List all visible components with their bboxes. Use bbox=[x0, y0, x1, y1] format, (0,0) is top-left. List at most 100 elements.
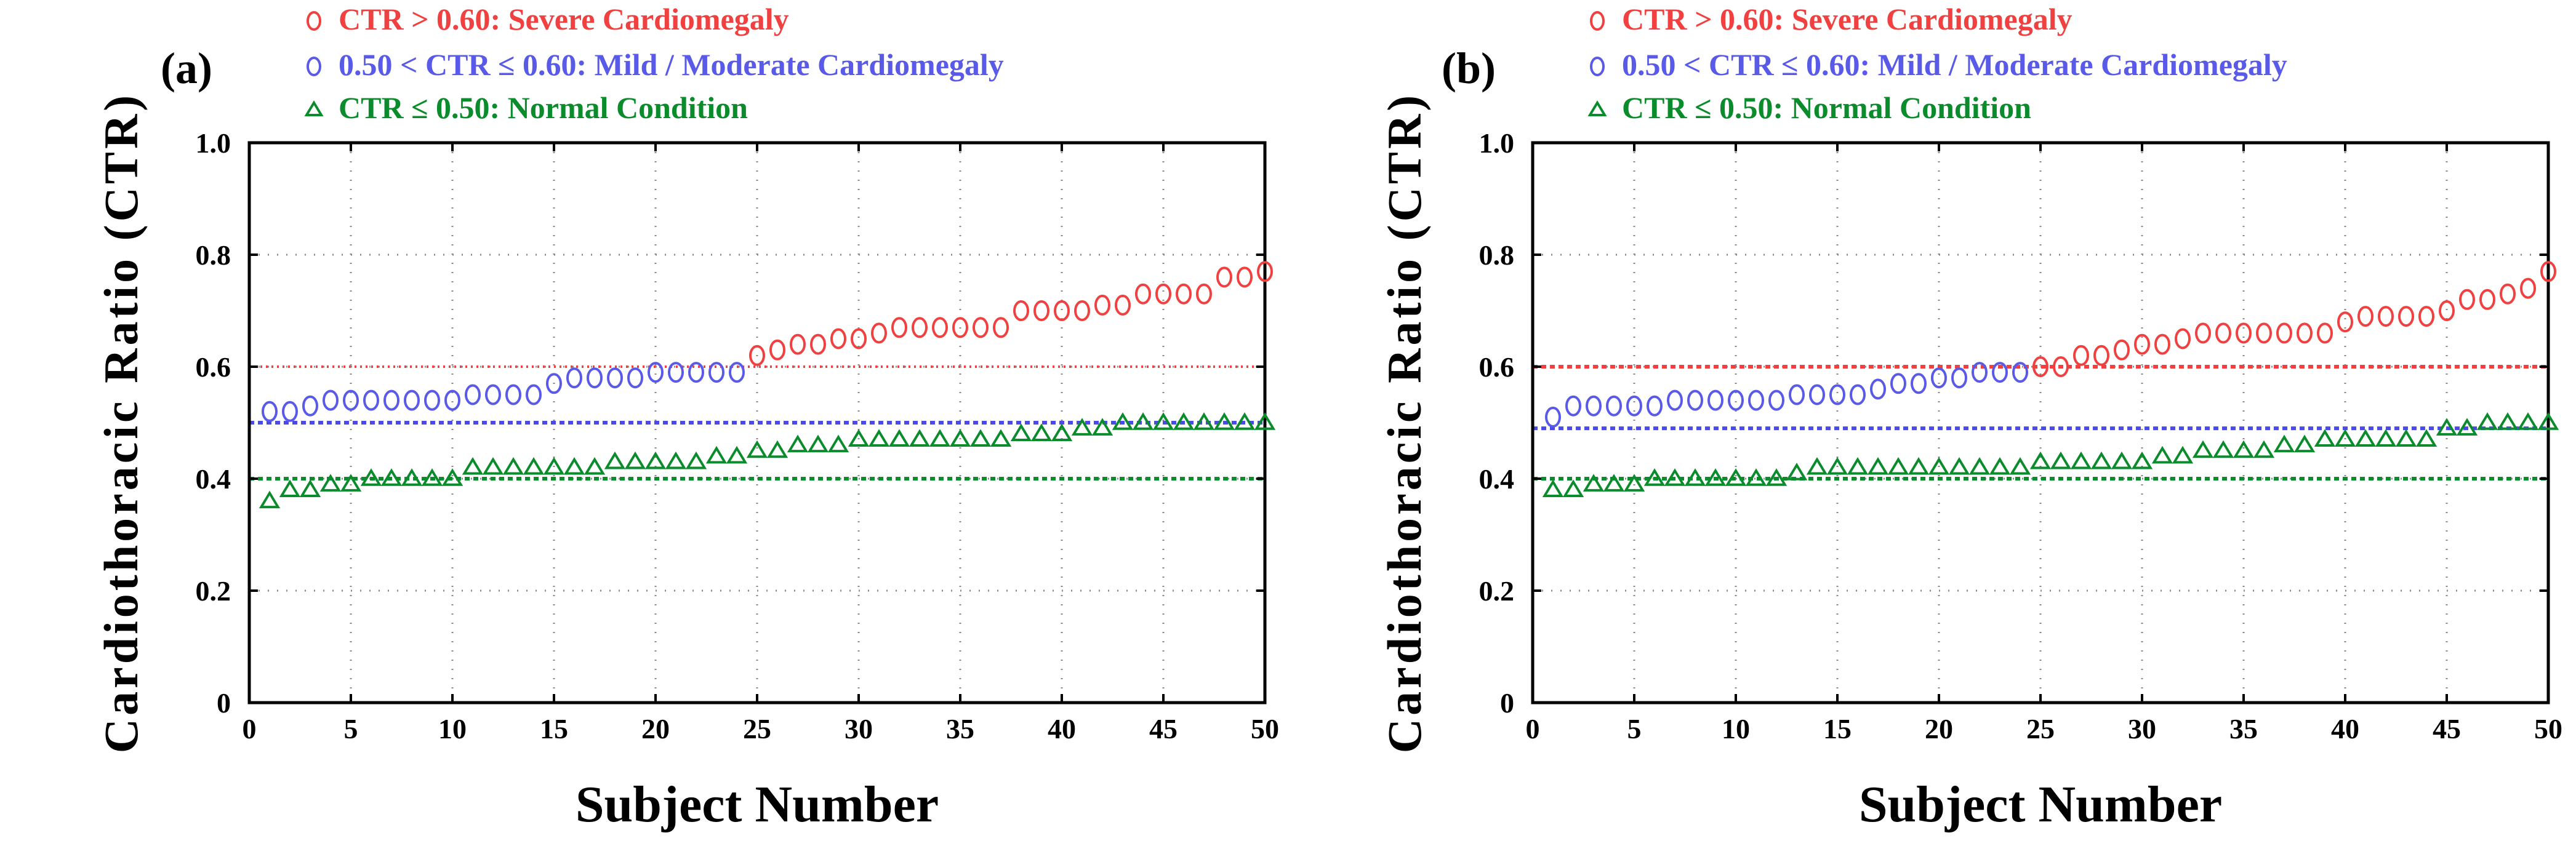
x-tick-label: 15 bbox=[540, 713, 568, 744]
y-axis-title: Cardiothoracic Ratio (CTR) bbox=[1378, 92, 1431, 754]
data-point-triangle bbox=[665, 451, 687, 469]
data-point-triangle bbox=[1826, 457, 1848, 475]
data-point-circle bbox=[444, 389, 460, 411]
data-point-circle bbox=[1789, 384, 1805, 405]
data-point-triangle bbox=[644, 451, 667, 469]
data-point-triangle bbox=[1071, 418, 1093, 436]
data-point-triangle bbox=[1684, 468, 1706, 486]
data-point-circle bbox=[2032, 356, 2048, 377]
data-point-circle bbox=[2134, 333, 2150, 355]
data-point-circle bbox=[1972, 362, 1988, 383]
panel-label: (a) bbox=[161, 44, 212, 93]
data-point-circle bbox=[1054, 300, 1070, 321]
data-point-circle bbox=[1033, 300, 1049, 321]
x-tick-label: 30 bbox=[2128, 713, 2156, 744]
data-point-circle bbox=[2297, 322, 2313, 344]
data-point-triangle bbox=[2395, 429, 2417, 447]
data-point-circle bbox=[343, 389, 359, 411]
data-point-circle bbox=[830, 328, 846, 349]
x-tick-label: 5 bbox=[1627, 713, 1642, 744]
x-tick-label: 50 bbox=[2534, 713, 2562, 744]
legend: CTR > 0.60: Severe Cardiomegaly 0.50 < CT… bbox=[304, 2, 1004, 125]
data-point-triangle bbox=[1254, 412, 1276, 430]
data-point-triangle bbox=[482, 457, 504, 475]
data-point-triangle bbox=[380, 468, 403, 486]
data-point-triangle bbox=[1664, 468, 1686, 486]
data-point-triangle bbox=[807, 434, 829, 453]
series-2 bbox=[1542, 412, 2559, 497]
data-point-triangle bbox=[2233, 440, 2255, 458]
data-point-circle bbox=[1094, 294, 1110, 316]
data-point-circle bbox=[2073, 345, 2089, 366]
data-point-triangle bbox=[1051, 423, 1073, 441]
data-point-triangle bbox=[1030, 423, 1053, 441]
data-point-circle bbox=[526, 384, 542, 405]
data-point-circle bbox=[282, 401, 298, 422]
data-point-circle bbox=[2256, 322, 2272, 344]
data-point-circle bbox=[851, 328, 867, 349]
y-tick-label: 0.6 bbox=[1479, 351, 1515, 383]
data-point-circle bbox=[1809, 384, 1825, 405]
data-point-circle bbox=[648, 362, 664, 383]
data-point-triangle bbox=[1765, 468, 1788, 486]
data-point-circle bbox=[2500, 283, 2516, 305]
data-point-circle bbox=[485, 384, 501, 405]
grid bbox=[1533, 143, 2548, 703]
y-tick-label: 0 bbox=[1500, 687, 1514, 719]
data-point-circle bbox=[1115, 294, 1131, 316]
data-point-triangle bbox=[949, 429, 971, 447]
data-point-circle bbox=[1850, 384, 1866, 405]
data-point-circle bbox=[1565, 395, 1581, 417]
data-point-circle bbox=[546, 373, 562, 394]
data-point-triangle bbox=[2151, 445, 2173, 464]
data-point-triangle bbox=[584, 457, 606, 475]
x-tick-label: 35 bbox=[946, 713, 974, 744]
data-point-circle bbox=[1951, 367, 1967, 389]
data-point-circle bbox=[973, 317, 989, 338]
data-point-circle bbox=[2418, 306, 2434, 327]
data-point-triangle bbox=[1908, 457, 1930, 475]
panel-b: 0 5 10 15 20 25 30 35 40 45 50 0 0.2 0.4 0.6 0.8 1.0 Subj… bbox=[1378, 2, 2562, 833]
data-point-triangle bbox=[279, 479, 301, 497]
data-point-circle bbox=[2012, 362, 2028, 383]
x-tick-label: 25 bbox=[743, 713, 771, 744]
data-point-triangle bbox=[868, 429, 890, 447]
data-point-circle bbox=[2215, 322, 2231, 344]
data-point-triangle bbox=[1623, 474, 1645, 492]
data-point-triangle bbox=[746, 440, 768, 458]
data-point-circle bbox=[607, 367, 623, 389]
x-tick-label: 20 bbox=[641, 713, 670, 744]
data-point-triangle bbox=[1745, 468, 1767, 486]
y-tick-label: 0.4 bbox=[1479, 463, 1515, 495]
data-point-triangle bbox=[2375, 429, 2397, 447]
data-point-circle bbox=[912, 317, 928, 338]
data-point-circle bbox=[2520, 277, 2536, 299]
data-point-triangle bbox=[2354, 429, 2377, 447]
data-point-triangle bbox=[2111, 451, 2133, 469]
data-point-circle bbox=[2540, 261, 2556, 282]
data-point-circle bbox=[1931, 367, 1947, 389]
data-point-triangle bbox=[969, 429, 992, 447]
data-point-circle bbox=[2053, 356, 2069, 377]
y-axis-title: Cardiothoracic Ratio (CTR) bbox=[94, 92, 148, 754]
data-point-circle bbox=[952, 317, 968, 338]
series-0 bbox=[2032, 261, 2556, 377]
y-tick-label: 0.4 bbox=[196, 463, 231, 495]
data-point-triangle bbox=[827, 434, 849, 453]
series-2 bbox=[259, 412, 1276, 509]
legend-label: CTR > 0.60: Severe Cardiomegaly bbox=[339, 2, 789, 36]
legend-marker bbox=[1590, 11, 1605, 31]
data-point-circle bbox=[2093, 345, 2109, 366]
data-point-triangle bbox=[1152, 412, 1174, 430]
data-point-triangle bbox=[909, 429, 931, 447]
data-point-triangle bbox=[1132, 412, 1154, 430]
data-point-triangle bbox=[787, 434, 809, 453]
data-point-triangle bbox=[2517, 412, 2539, 430]
data-point-triangle bbox=[2334, 429, 2356, 447]
data-point-triangle bbox=[2537, 412, 2559, 430]
data-point-circle bbox=[932, 317, 948, 338]
data-point-triangle bbox=[1806, 457, 1828, 475]
y-tick-label: 0.6 bbox=[196, 351, 231, 383]
data-point-triangle bbox=[2192, 440, 2214, 458]
